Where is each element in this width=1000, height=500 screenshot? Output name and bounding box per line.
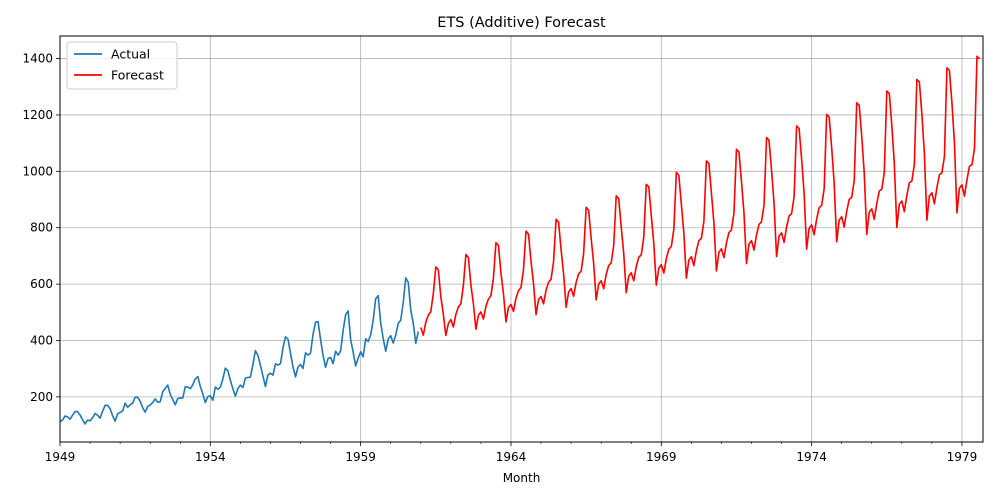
x-tick-label: 1949	[45, 450, 76, 464]
chart-title: ETS (Additive) Forecast	[437, 15, 606, 31]
plot-frame	[59, 35, 984, 443]
y-tick-label: 1200	[22, 108, 53, 122]
y-tick-label: 400	[30, 334, 53, 348]
ticks: 1949 1954 1959 1964 1969 1974 1979 200 400 600 800…	[22, 52, 977, 464]
legend-label: Actual	[111, 47, 150, 62]
x-tick-label: 1954	[195, 450, 226, 464]
series-line-forecast	[420, 55, 981, 337]
x-tick-label: 1969	[646, 450, 677, 464]
legend-label: Forecast	[111, 68, 164, 83]
x-tick-label: 1979	[947, 450, 978, 464]
series-layer	[59, 55, 981, 425]
y-tick-label: 1000	[22, 164, 53, 178]
y-tick-label: 200	[30, 390, 53, 404]
y-tick-label: 800	[30, 221, 53, 235]
legend: Actual Forecast	[66, 41, 178, 90]
y-tick-label: 600	[30, 277, 53, 291]
x-axis-label: Month	[503, 471, 541, 485]
x-tick-label: 1964	[496, 450, 527, 464]
x-tick-label: 1959	[345, 450, 376, 464]
series-line-actual	[59, 277, 420, 425]
x-tick-label: 1974	[796, 450, 827, 464]
y-tick-label: 1400	[22, 52, 53, 66]
